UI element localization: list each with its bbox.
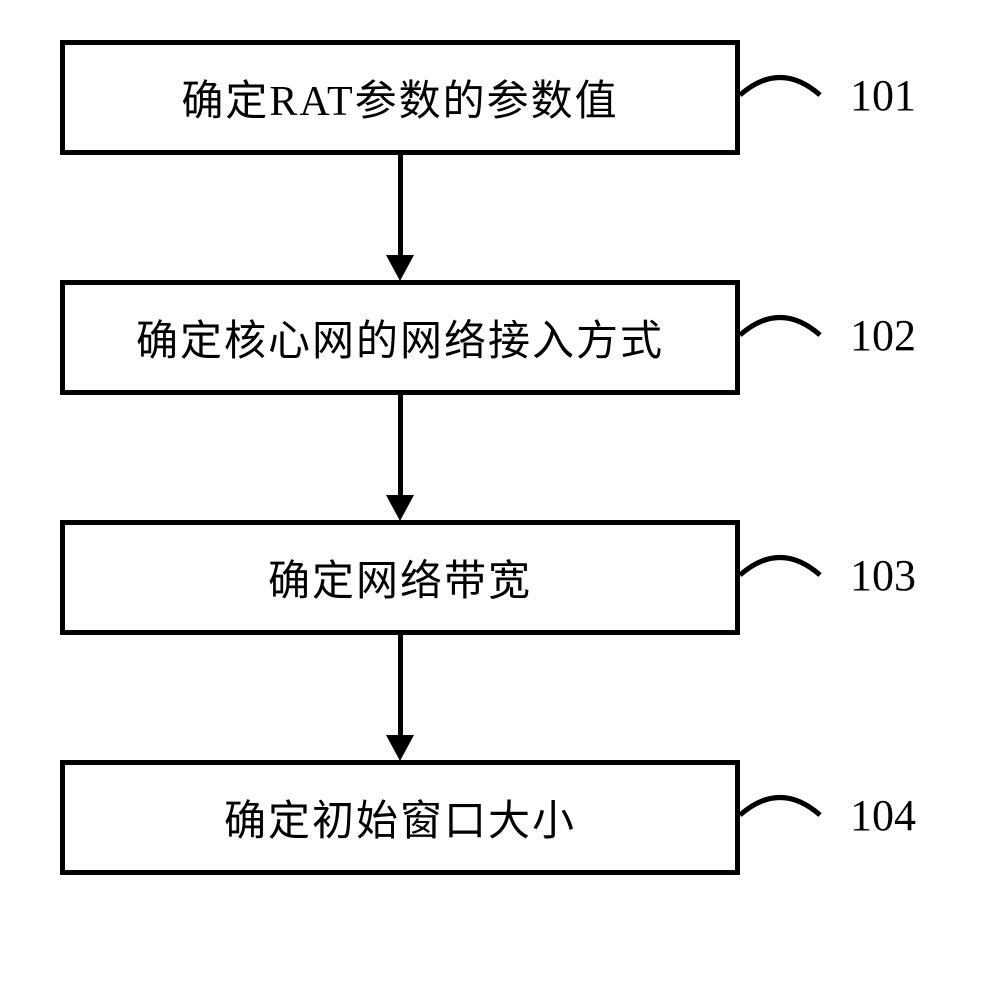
flow-box-2: 确定核心网的网络接入方式 (60, 280, 740, 395)
curve-connector-4 (740, 785, 840, 845)
arrow-2-head (386, 495, 414, 521)
flow-box-1-text: 确定RAT参数的参数值 (181, 67, 618, 128)
arrow-3-head (386, 735, 414, 761)
arrow-2-line (398, 395, 403, 495)
flow-box-2-text: 确定核心网的网络接入方式 (136, 307, 664, 368)
arrow-3-line (398, 635, 403, 735)
flow-box-3-text: 确定网络带宽 (268, 547, 532, 608)
label-101: 101 (850, 70, 916, 121)
flow-box-3: 确定网络带宽 (60, 520, 740, 635)
arrow-1-head (386, 255, 414, 281)
label-102: 102 (850, 310, 916, 361)
label-103: 103 (850, 550, 916, 601)
arrow-1-line (398, 155, 403, 255)
flow-box-4-text: 确定初始窗口大小 (224, 787, 576, 848)
curve-connector-1 (740, 65, 840, 125)
label-104: 104 (850, 790, 916, 841)
curve-connector-3 (740, 545, 840, 605)
flow-box-1: 确定RAT参数的参数值 (60, 40, 740, 155)
flow-box-4: 确定初始窗口大小 (60, 760, 740, 875)
curve-connector-2 (740, 305, 840, 365)
